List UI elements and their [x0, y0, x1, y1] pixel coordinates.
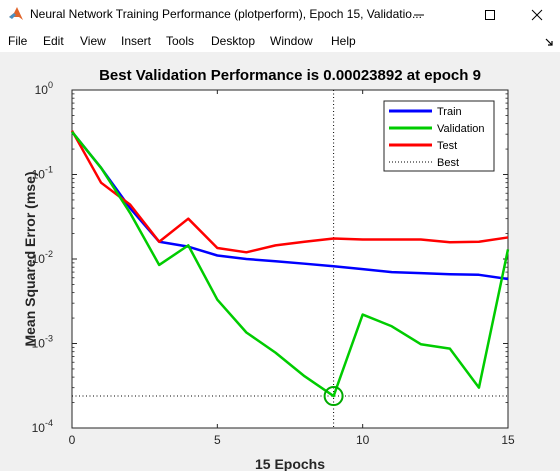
x-tick-label: 5 — [214, 433, 221, 447]
legend-test-label: Test — [437, 140, 457, 152]
x-tick-label: 10 — [356, 433, 370, 447]
chart-title: Best Validation Performance is 0.0002389… — [99, 67, 481, 84]
x-tick-label: 15 — [501, 433, 515, 447]
x-tick-label: 0 — [69, 433, 76, 447]
legend: Train Validation Test Best — [383, 100, 495, 172]
y-tick-label: 100 — [35, 80, 53, 97]
maximize-button[interactable] — [467, 0, 513, 30]
legend-train-label: Train — [437, 106, 462, 118]
maximize-icon — [485, 10, 495, 20]
series-line-validation — [71, 131, 510, 398]
menu-tools[interactable]: Tools — [166, 34, 195, 48]
menu-edit[interactable]: Edit — [43, 34, 64, 48]
matlab-icon — [9, 7, 23, 20]
menu-help[interactable]: Help — [331, 34, 356, 48]
menu-insert[interactable]: Insert — [121, 34, 152, 48]
close-button[interactable] — [514, 0, 560, 30]
y-tick-label: 10-4 — [32, 418, 53, 435]
menu-bar: File Edit View Insert Tools Desktop Wind… — [0, 30, 560, 53]
best-point-marker — [323, 386, 344, 407]
legend-best-label: Best — [437, 157, 459, 169]
legend-validation-label: Validation — [437, 123, 485, 135]
minimize-icon — [414, 14, 424, 16]
title-bar: Neural Network Training Performance (plo… — [0, 0, 560, 30]
minimize-button[interactable] — [396, 0, 442, 30]
figure-canvas: Best Validation Performance is 0.0002389… — [0, 53, 560, 472]
menu-window[interactable]: Window — [270, 34, 313, 48]
close-icon — [531, 9, 543, 21]
series-line-test — [70, 130, 509, 254]
series-layer — [70, 130, 510, 407]
window-title: Neural Network Training Performance (plo… — [30, 7, 422, 21]
menu-file[interactable]: File — [8, 34, 28, 48]
y-axis-label: Mean Squared Error (mse) — [22, 171, 38, 346]
x-axis-label: 15 Epochs — [255, 456, 325, 471]
dock-arrow-icon[interactable] — [544, 37, 554, 47]
menu-view[interactable]: View — [80, 34, 106, 48]
menu-desktop[interactable]: Desktop — [211, 34, 256, 48]
performance-plot[interactable]: Best Validation Performance is 0.0002389… — [0, 53, 560, 472]
best-lines — [72, 90, 508, 428]
